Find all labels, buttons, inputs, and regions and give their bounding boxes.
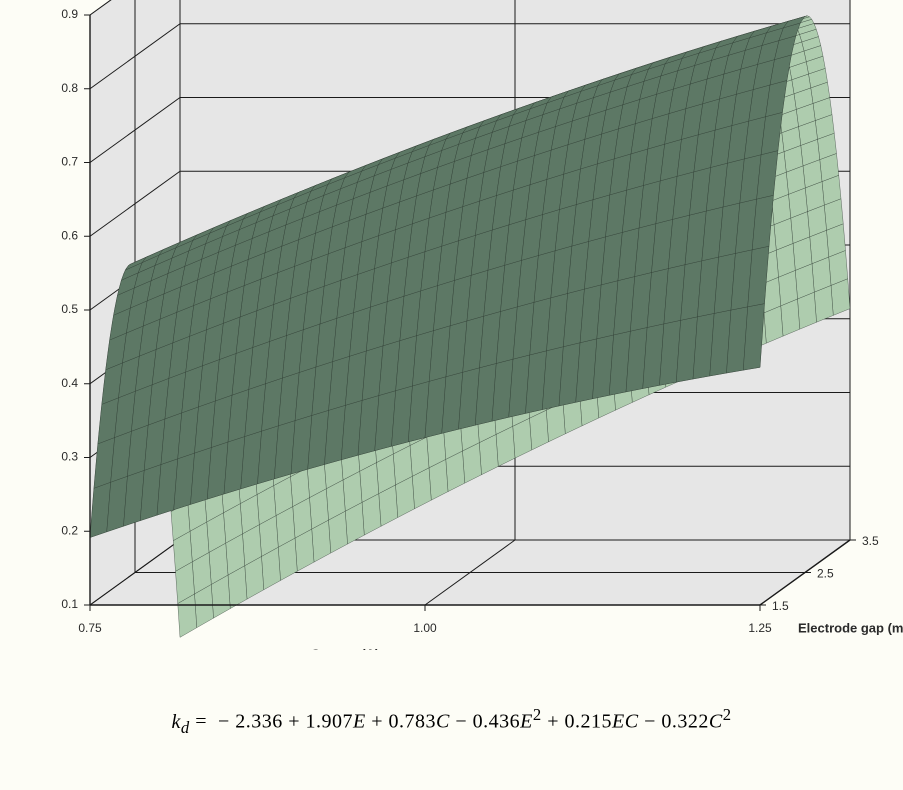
regression-equation: kd = − 2.336 + 1.907E + 0.783C − 0.436E2… [0,705,903,738]
svg-text:3.5: 3.5 [862,534,879,548]
svg-text:0.8: 0.8 [61,81,78,95]
surface-chart: 0.1 0.2 0.3 0.4 0.5 0.6 0.7 0.8 0.9 0.75 1.00 1.251… [0,0,903,650]
svg-text:0.75: 0.75 [78,621,102,635]
svg-text:0.3: 0.3 [61,450,78,464]
svg-text:1.00: 1.00 [413,621,437,635]
x-axis-title: Current (A) [311,647,380,650]
svg-text:0.2: 0.2 [61,523,78,537]
svg-text:1.5: 1.5 [772,599,789,613]
svg-text:0.5: 0.5 [61,302,78,316]
svg-text:0.6: 0.6 [61,228,78,242]
svg-text:0.4: 0.4 [61,376,78,390]
svg-text:2.5: 2.5 [817,567,834,581]
svg-text:0.7: 0.7 [61,155,78,169]
svg-text:1.25: 1.25 [748,621,772,635]
svg-text:0.9: 0.9 [61,7,78,21]
surface-chart-svg: 0.1 0.2 0.3 0.4 0.5 0.6 0.7 0.8 0.9 0.75 1.00 1.251… [0,0,903,650]
svg-text:0.1: 0.1 [61,597,78,611]
y-axis-title: Electrode gap (mm) [798,621,903,636]
